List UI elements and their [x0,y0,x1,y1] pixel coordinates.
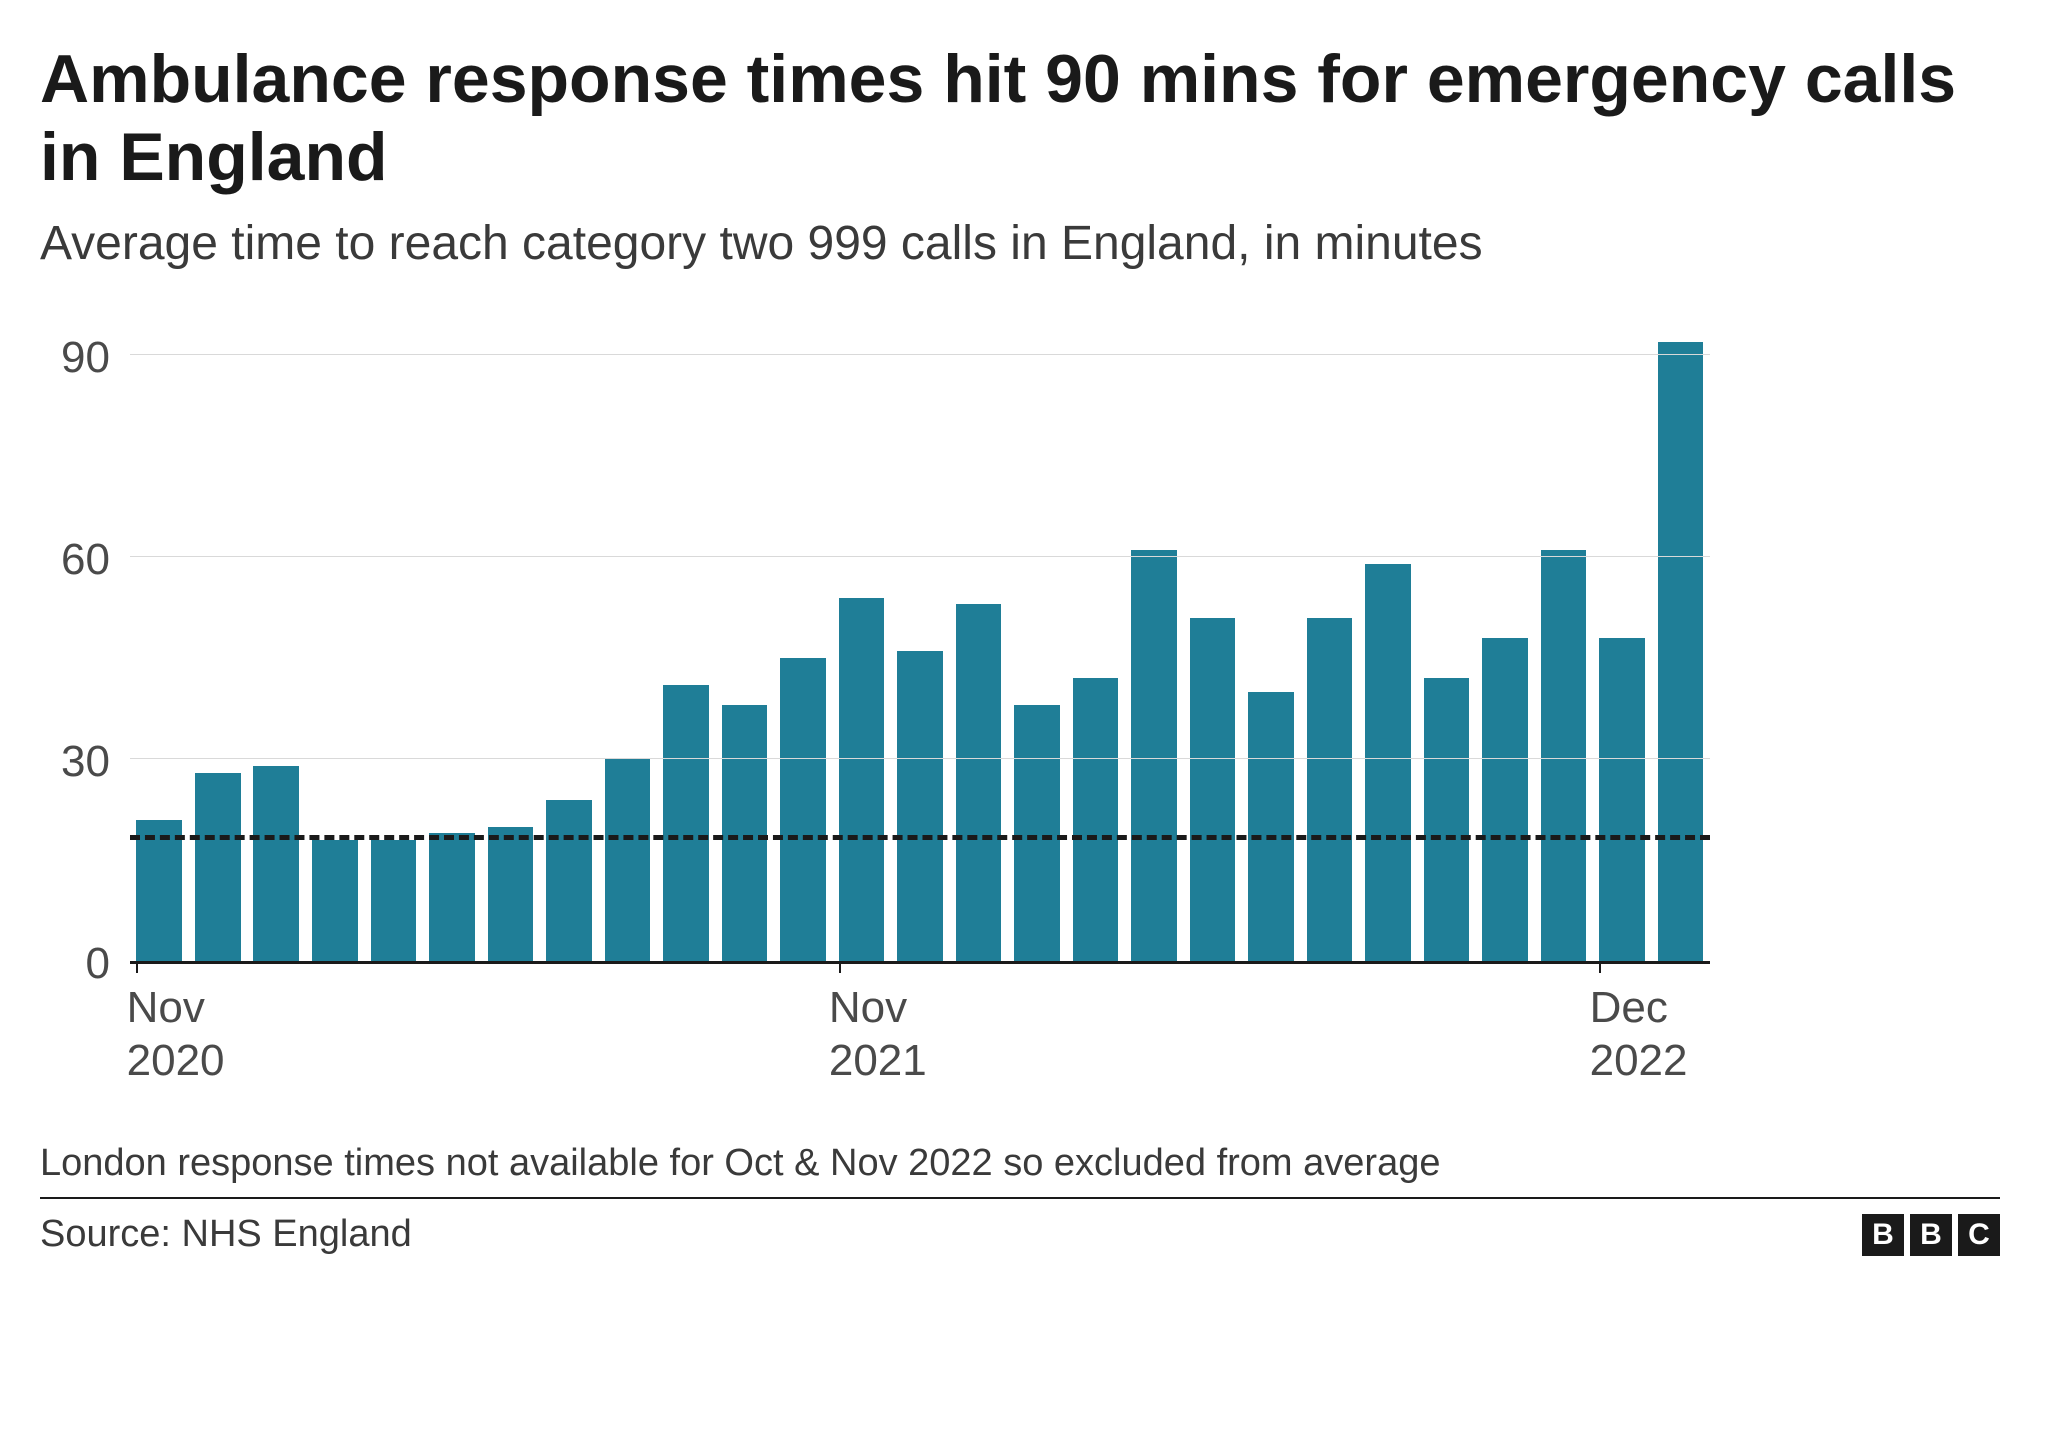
bar-slot [774,324,833,961]
chart-footnote: London response times not available for … [40,1142,2000,1199]
x-label-line2: 2022 [1590,1035,1688,1088]
bar [371,840,417,961]
bar [839,598,885,962]
bar [1131,550,1177,961]
bar [1248,692,1294,961]
bar [663,685,709,961]
bar [253,766,299,961]
source-row: Source: NHS England BBC [40,1213,2000,1256]
bar-slot [715,324,774,961]
bar [722,705,768,961]
x-label-line1: Dec [1590,982,1688,1035]
bar-slot [1125,324,1184,961]
gridline [130,354,1710,355]
bar-slot [306,324,365,961]
source-text: Source: NHS England [40,1213,412,1256]
bar-slot [423,324,482,961]
bar [195,773,241,962]
bar-slot [1066,324,1125,961]
x-label-line2: 2021 [829,1035,927,1088]
bar-slot [1183,324,1242,961]
x-label-line2: 2020 [127,1035,225,1088]
bar-slot [540,324,599,961]
x-label-line1: Nov [127,982,225,1035]
chart-container: Ambulance response times hit 90 mins for… [40,40,2000,1256]
bar [956,604,1002,961]
bar [605,759,651,961]
bar [1073,678,1119,961]
y-axis: 9060300 [40,324,130,964]
gridline [130,758,1710,759]
x-tick-mark [1599,961,1601,973]
logo-letter-box: B [1910,1214,1952,1256]
bar [1482,638,1528,961]
bar-slot [1534,324,1593,961]
bar-slot [1651,324,1710,961]
bar [1541,550,1587,961]
bar-slot [1300,324,1359,961]
bbc-logo: BBC [1862,1214,2000,1256]
bar [488,827,534,962]
x-axis-labels: Nov2020Nov2021Dec2022 [130,982,1710,1102]
x-label-line1: Nov [829,982,927,1035]
bar-slot [364,324,423,961]
bar-slot [1008,324,1067,961]
bar [897,651,943,961]
bar [1307,618,1353,962]
bar [136,820,182,961]
bar-slot [130,324,189,961]
bar-slot [1242,324,1301,961]
plot-wrapper: 9060300 Targetresponsetime:18 minutes No… [40,324,2000,1102]
bar [1599,638,1645,961]
bar-slot [247,324,306,961]
bar [429,833,475,961]
chart-subtitle: Average time to reach category two 999 c… [40,214,2000,274]
bar [1014,705,1060,961]
bar-slot [598,324,657,961]
bar-slot [1593,324,1652,961]
x-tick-mark [136,961,138,973]
logo-letter-box: C [1958,1214,2000,1256]
bar-slot [1359,324,1418,961]
plot-area [130,324,1710,964]
bar-slot [189,324,248,961]
bar-slot [949,324,1008,961]
bar-slot [481,324,540,961]
bars-group [130,324,1710,961]
x-axis-label: Nov2020 [127,982,225,1088]
bar [1365,564,1411,961]
bar [1424,678,1470,961]
x-axis-label: Nov2021 [829,982,927,1088]
chart-title: Ambulance response times hit 90 mins for… [40,40,2000,196]
bar-slot [657,324,716,961]
logo-letter-box: B [1862,1214,1904,1256]
bar-slot [891,324,950,961]
bar [1190,618,1236,962]
bar [546,800,592,962]
bar [312,840,358,961]
x-tick-mark [839,961,841,973]
bar-slot [1476,324,1535,961]
bar [780,658,826,961]
gridline [130,556,1710,557]
x-axis-label: Dec2022 [1590,982,1688,1088]
target-line [130,835,1710,840]
bar [1658,342,1704,962]
bar-slot [1417,324,1476,961]
bar-slot [832,324,891,961]
